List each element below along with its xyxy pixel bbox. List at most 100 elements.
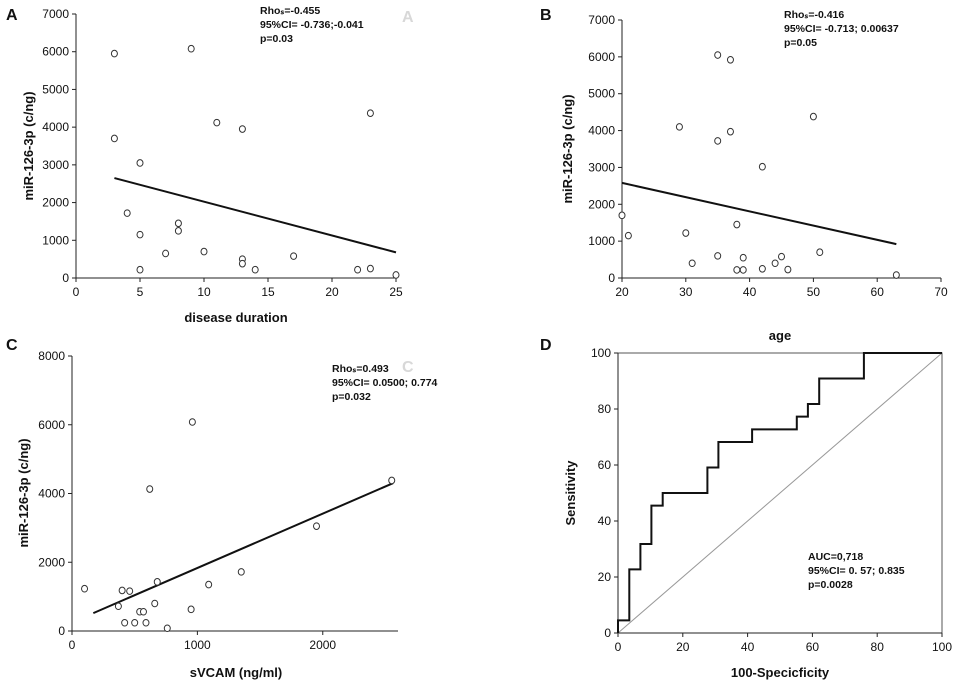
data-point <box>714 137 722 145</box>
x-tick-label: 1000 <box>184 638 211 652</box>
data-point <box>618 211 626 220</box>
x-tick-label: 40 <box>743 285 757 299</box>
y-tick-label: 7000 <box>588 13 615 27</box>
stat-annotation-line: 95%CI= 0.0500; 0.774 <box>332 377 438 389</box>
y-axis-label: miR-126-3p (c/ng) <box>21 91 36 200</box>
y-tick-label: 2000 <box>588 197 615 211</box>
y-tick-label: 5000 <box>42 82 69 96</box>
x-tick-label: 0 <box>615 640 622 654</box>
data-point <box>809 112 817 121</box>
data-point <box>392 271 400 279</box>
y-axis-label: miR-126-3p (c/ng) <box>560 94 575 203</box>
x-axis-label: age <box>769 328 791 343</box>
data-point <box>146 485 154 493</box>
data-point <box>733 266 741 274</box>
data-point <box>739 253 747 262</box>
stat-annotation-line: 95%CI= -0.736;-0.041 <box>260 19 364 31</box>
x-tick-label: 80 <box>871 640 885 654</box>
x-tick-label: 30 <box>679 285 693 299</box>
x-tick-label: 60 <box>806 640 820 654</box>
x-tick-label: 15 <box>261 285 275 299</box>
y-tick-label: 4000 <box>42 120 69 134</box>
stat-annotation-line: p=0.0028 <box>808 579 853 591</box>
x-tick-label: 25 <box>389 285 403 299</box>
data-point <box>131 618 139 627</box>
stat-annotation-line: 95%CI= 0. 57; 0.835 <box>808 565 905 577</box>
panel-a: A A 0 1000 2000 3000 4000 5000 6000 7000 0 5 10 15 20 2… <box>6 5 414 325</box>
panel-c: C C 0 2000 4000 6000 8000 0 1000 2000 sVCAM (ng/ml… <box>6 337 438 680</box>
data-point <box>682 229 690 237</box>
x-tick-label: 2000 <box>309 638 336 652</box>
data-point <box>366 264 374 273</box>
y-tick-label: 0 <box>58 624 65 638</box>
x-tick-label: 50 <box>807 285 821 299</box>
data-point <box>213 118 221 127</box>
y-tick-label: 80 <box>598 402 612 416</box>
y-axis-label: Sensitivity <box>563 460 578 526</box>
x-tick-label: 70 <box>934 285 948 299</box>
x-axis-label: disease duration <box>184 310 287 325</box>
data-point <box>388 476 396 485</box>
y-tick-label: 4000 <box>588 124 615 138</box>
reference-diagonal <box>617 352 943 634</box>
y-axis-label: miR-126-3p (c/ng) <box>16 438 31 547</box>
data-point <box>237 568 245 576</box>
data-point <box>174 227 182 235</box>
data-point <box>313 522 320 530</box>
panel-watermark-letter: C <box>402 359 414 376</box>
regression-line <box>114 177 397 254</box>
data-point <box>733 220 741 229</box>
data-point <box>142 618 150 627</box>
data-point <box>758 264 766 273</box>
data-point <box>892 271 900 279</box>
data-point <box>238 125 246 133</box>
data-point <box>200 247 208 256</box>
data-point <box>188 418 196 426</box>
data-point <box>739 266 747 274</box>
regression-line <box>92 482 394 615</box>
y-tick-label: 0 <box>62 271 69 285</box>
stat-annotation-line: 95%CI= -0.713; 0.00637 <box>784 23 899 35</box>
panel-b: B 0 1000 2000 3000 4000 5000 6000 7000 20 30 40 50 60… <box>540 7 948 343</box>
data-point <box>118 586 126 595</box>
data-point <box>187 44 195 53</box>
y-tick-label: 0 <box>604 626 611 640</box>
data-point <box>153 578 161 586</box>
data-point <box>354 265 362 274</box>
data-point <box>123 209 131 217</box>
data-point <box>174 219 182 228</box>
panel-watermark-letter: A <box>402 9 414 26</box>
data-point <box>771 259 779 268</box>
data-point <box>110 134 118 143</box>
data-point <box>187 605 195 614</box>
x-tick-label: 10 <box>197 285 211 299</box>
y-tick-label: 20 <box>598 570 612 584</box>
y-tick-label: 8000 <box>38 349 65 363</box>
y-tick-label: 100 <box>591 346 611 360</box>
y-tick-label: 1000 <box>588 234 615 248</box>
data-point <box>151 599 159 608</box>
panel-letter: D <box>540 337 552 354</box>
stat-annotation-line: p=0.032 <box>332 391 371 403</box>
y-tick-label: 0 <box>608 271 615 285</box>
data-point <box>675 123 683 131</box>
x-tick-label: 60 <box>871 285 885 299</box>
y-tick-label: 2000 <box>38 555 65 569</box>
x-axis-label: sVCAM (ng/ml) <box>190 665 282 680</box>
data-point <box>121 618 129 627</box>
roc-curve <box>617 352 942 633</box>
x-tick-label: 20 <box>676 640 690 654</box>
stat-annotation-line: Rhoₛ=-0.416 <box>784 9 844 21</box>
data-point <box>81 584 89 593</box>
data-point <box>624 231 632 240</box>
panel-letter: A <box>6 7 18 24</box>
stat-annotation-line: p=0.03 <box>260 33 293 45</box>
data-point <box>688 259 696 268</box>
x-tick-label: 20 <box>325 285 339 299</box>
y-tick-label: 3000 <box>42 158 69 172</box>
data-point <box>162 249 170 258</box>
x-tick-label: 0 <box>73 285 80 299</box>
panel-letter: B <box>540 7 552 24</box>
y-tick-label: 6000 <box>38 418 65 432</box>
